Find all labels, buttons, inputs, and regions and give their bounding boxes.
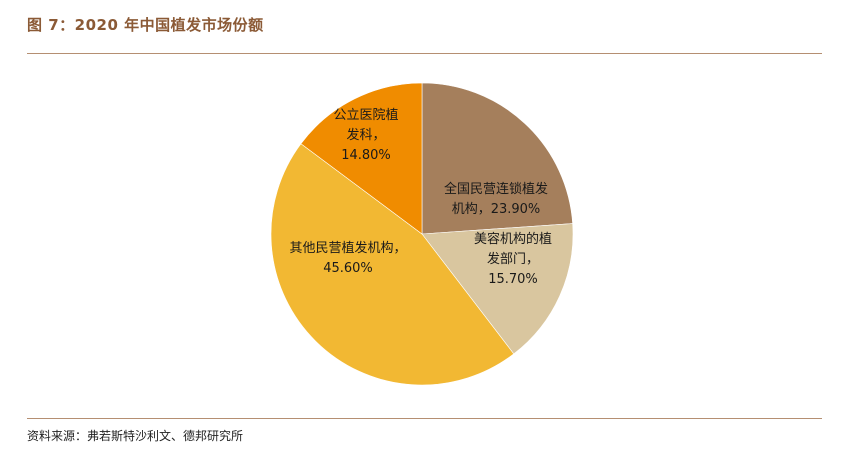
slice-label-2: 美容机构的植发部门， 15.70%	[474, 231, 552, 287]
pie-slice-2	[421, 223, 574, 355]
slice-label-line: 45.60%	[323, 261, 373, 276]
pie-slices	[270, 82, 574, 386]
pie-slice-3	[270, 143, 515, 386]
source-note: 资料来源：弗若斯特沙利文、德邦研究所	[27, 429, 244, 443]
pie-slice-4	[300, 82, 423, 235]
pie-labels: 全国民营连锁植发机构，23.90% 美容机构的植发部门， 15.70% 其他民营植发机…	[289, 108, 552, 287]
slice-label-line: 14.80%	[341, 148, 391, 163]
slice-label-1: 全国民营连锁植发机构，23.90%	[444, 181, 548, 217]
slice-label-3: 其他民营植发机构， 45.60%	[289, 240, 406, 276]
top-divider	[27, 53, 822, 54]
slice-label-line: 全国民营连锁植发	[444, 181, 548, 197]
slice-label-line: 机构，23.90%	[452, 202, 541, 217]
slice-label-line: 发科，	[346, 127, 385, 143]
slice-label-line: 15.70%	[488, 272, 538, 287]
figure-title: 图 7：2020 年中国植发市场份额	[27, 16, 264, 34]
slice-label-line: 发部门，	[487, 251, 539, 267]
bottom-divider	[27, 418, 822, 419]
slice-label-line: 其他民营植发机构，	[289, 240, 406, 256]
pie-slice-1	[421, 82, 573, 235]
slice-label-4: 公立医院植发科， 14.80%	[333, 108, 398, 163]
slice-label-line: 公立医院植	[333, 108, 398, 123]
slice-label-line: 美容机构的植	[474, 231, 552, 247]
